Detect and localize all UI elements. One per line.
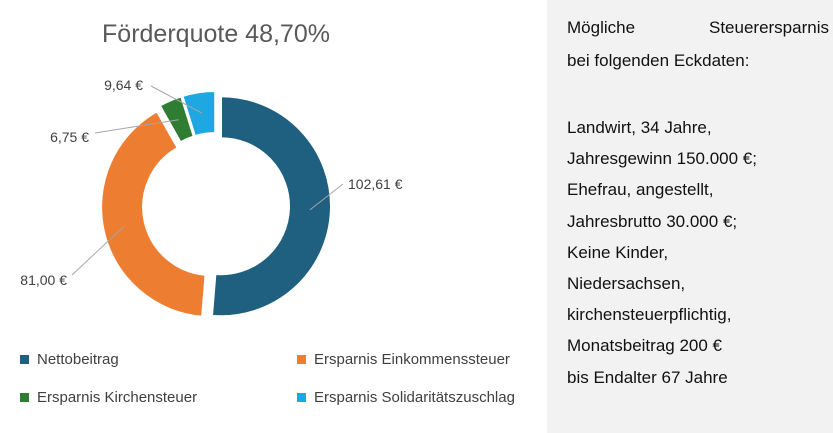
donut-chart: 102,61 € 81,00 € 6,75 € 9,64 € xyxy=(20,77,403,318)
legend-label: Ersparnis Kirchensteuer xyxy=(37,389,198,406)
chart-panel: Förderquote 48,70% 102,61 € 81,00 € 6,75 €… xyxy=(0,20,545,425)
info-detail-line: Landwirt, 34 Jahre, xyxy=(567,118,712,137)
slice-solidaritaetszuschlag xyxy=(181,90,217,138)
data-label: 9,64 € xyxy=(104,77,143,93)
chart-legend: Nettobeitrag Ersparnis Einkommenssteuer Er… xyxy=(0,345,545,425)
legend-item: Ersparnis Einkommenssteuer xyxy=(297,351,510,368)
data-label: 6,75 € xyxy=(50,129,89,145)
data-label: 102,61 € xyxy=(348,176,403,192)
legend-item: Nettobeitrag xyxy=(20,351,119,368)
info-heading-line: Mögliche Steuerersparnis xyxy=(567,18,829,38)
info-detail-line: Keine Kinder, xyxy=(567,242,669,262)
chart-title: Förderquote 48,70% xyxy=(102,20,330,48)
slice-einkommenssteuer xyxy=(100,109,207,318)
legend-label: Ersparnis Solidaritätszuschlag xyxy=(314,389,515,406)
info-detail-line: bis Endalter 67 Jahre xyxy=(567,367,728,387)
slice-kirchensteuer xyxy=(158,95,195,144)
leader-line xyxy=(309,183,344,211)
leader-line xyxy=(71,225,125,276)
leader-line xyxy=(94,119,179,134)
info-detail-line: Niedersachsen, xyxy=(567,274,686,293)
info-detail-line: kirchensteuerpflichtig, xyxy=(567,305,732,325)
legend-label: Ersparnis Einkommenssteuer xyxy=(314,351,510,368)
legend-swatch xyxy=(297,355,306,364)
legend-swatch xyxy=(20,393,29,402)
legend-label: Nettobeitrag xyxy=(37,351,119,368)
info-detail-line: Jahresgewinn 150.000 €; xyxy=(567,149,757,169)
info-detail-line: Ehefrau, angestellt, xyxy=(567,180,714,200)
legend-item: Ersparnis Solidaritätszuschlag xyxy=(297,389,515,406)
legend-swatch xyxy=(297,393,306,402)
slice-nettobeitrag xyxy=(210,95,333,318)
leader-line xyxy=(150,85,203,114)
info-detail-line: Monatsbeitrag 200 € xyxy=(567,336,722,356)
info-panel: Mögliche Steuerersparnis bei folgenden E… xyxy=(547,0,833,433)
legend-swatch xyxy=(20,355,29,364)
info-heading-right: Steuerersparnis xyxy=(708,18,829,37)
info-subheading: bei folgenden Eckdaten: xyxy=(567,51,750,70)
legend-item: Ersparnis Kirchensteuer xyxy=(20,389,197,406)
info-detail-line: Jahresbrutto 30.000 €; xyxy=(567,211,738,231)
info-heading-left: Mögliche xyxy=(567,18,636,37)
data-label: 81,00 € xyxy=(20,272,67,288)
